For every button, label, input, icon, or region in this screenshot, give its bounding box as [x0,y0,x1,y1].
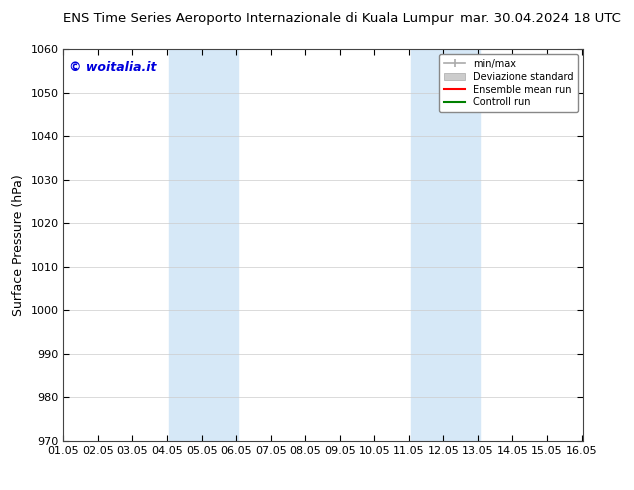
Text: ENS Time Series Aeroporto Internazionale di Kuala Lumpur: ENS Time Series Aeroporto Internazionale… [63,12,454,25]
Text: mar. 30.04.2024 18 UTC: mar. 30.04.2024 18 UTC [460,12,621,25]
Text: © woitalia.it: © woitalia.it [68,61,156,74]
Bar [169,49,238,441]
Legend: min/max, Deviazione standard, Ensemble mean run, Controll run: min/max, Deviazione standard, Ensemble m… [439,54,578,112]
Y-axis label: Surface Pressure (hPa): Surface Pressure (hPa) [12,174,25,316]
Bar [411,49,480,441]
